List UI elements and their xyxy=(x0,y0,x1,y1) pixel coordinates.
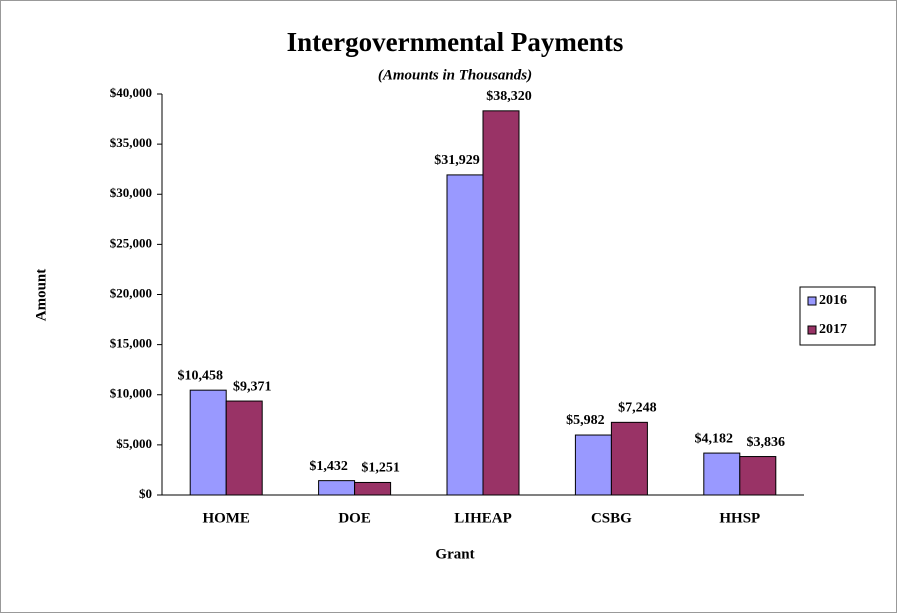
bar xyxy=(482,110,520,496)
y-tick-label: $20,000 xyxy=(110,285,152,300)
legend-swatch xyxy=(807,296,817,306)
bar xyxy=(703,452,741,496)
x-tick-label: HHSP xyxy=(719,510,760,526)
y-tick-label: $25,000 xyxy=(110,235,152,250)
bar xyxy=(189,389,227,496)
y-axis-label: Amount xyxy=(33,269,49,322)
chart-title: Intergovernmental Payments xyxy=(287,27,624,57)
y-tick-label: $15,000 xyxy=(110,336,152,351)
y-tick-label: $0 xyxy=(139,486,152,501)
chart-subtitle: (Amounts in Thousands) xyxy=(378,67,532,83)
value-label: $7,248 xyxy=(618,401,657,416)
value-label: $3,836 xyxy=(747,435,786,450)
value-label: $10,458 xyxy=(177,368,223,383)
legend-label: 2016 xyxy=(819,293,847,308)
bar xyxy=(354,481,392,496)
x-tick-label: LIHEAP xyxy=(454,510,512,526)
value-label: $1,251 xyxy=(361,461,400,476)
legend-label: 2017 xyxy=(819,322,847,337)
value-label: $4,182 xyxy=(695,431,734,446)
bar xyxy=(446,174,484,496)
value-label: $9,371 xyxy=(233,379,272,394)
y-tick-label: $30,000 xyxy=(110,185,152,200)
bar xyxy=(739,456,777,496)
y-tick-label: $10,000 xyxy=(110,386,152,401)
bar xyxy=(574,434,612,496)
value-label: $1,432 xyxy=(309,459,348,474)
x-tick-label: CSBG xyxy=(591,510,632,526)
value-label: $31,929 xyxy=(434,153,480,168)
y-tick-label: $5,000 xyxy=(116,436,152,451)
legend-swatch xyxy=(807,325,817,335)
bar xyxy=(610,421,648,496)
x-tick-label: DOE xyxy=(338,510,371,526)
bar xyxy=(318,480,356,496)
y-tick-label: $35,000 xyxy=(110,135,152,150)
x-axis-label: Grant xyxy=(435,546,474,562)
bar xyxy=(225,400,263,496)
x-tick-label: HOME xyxy=(202,510,250,526)
value-label: $38,320 xyxy=(486,89,532,104)
y-tick-label: $40,000 xyxy=(110,85,152,100)
value-label: $5,982 xyxy=(566,413,605,428)
